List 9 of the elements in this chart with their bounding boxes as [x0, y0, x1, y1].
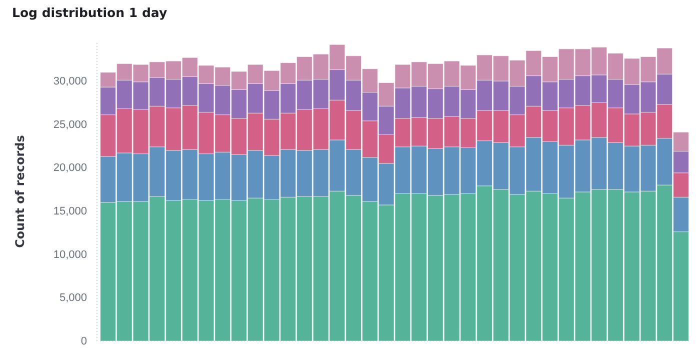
y-tick-label: 25,000 — [53, 118, 87, 131]
y-tick-label: 10,000 — [53, 248, 87, 261]
y-tick-label: 15,000 — [53, 206, 87, 218]
chart-title: Log distribution 1 day — [12, 5, 168, 20]
y-tick-label: 20,000 — [53, 162, 87, 174]
y-axis-title: Count of records — [13, 135, 27, 248]
y-tick-label: 30,000 — [53, 76, 87, 88]
y-tick-label: 0 — [80, 336, 87, 348]
y-tick-label: 5,000 — [59, 292, 87, 304]
